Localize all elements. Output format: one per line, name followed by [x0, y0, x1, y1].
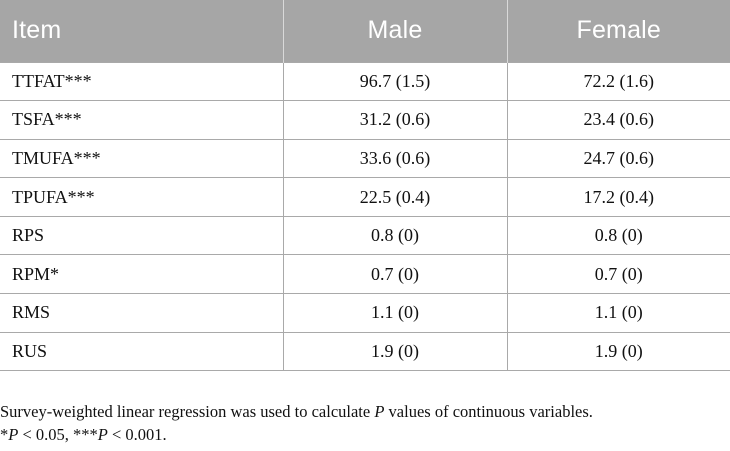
footnote-text: values of continuous variables.	[384, 402, 593, 421]
cell-male: 22.5 (0.4)	[282, 177, 508, 217]
footnote-text: < 0.05,	[18, 425, 74, 444]
table-body: TTFAT*** 96.7 (1.5) 72.2 (1.6) TSFA*** 3…	[0, 61, 730, 372]
cell-female: 1.1 (0)	[506, 293, 730, 333]
footnote-p-italic: P	[97, 425, 108, 444]
table-row: TSFA*** 31.2 (0.6) 23.4 (0.6)	[0, 100, 730, 140]
data-table: Item Male Female TTFAT*** 96.7 (1.5) 72.…	[0, 0, 730, 372]
cell-male: 33.6 (0.6)	[282, 138, 508, 179]
cell-item: TSFA***	[0, 100, 284, 140]
table-row: RMS 1.1 (0) 1.1 (0)	[0, 293, 730, 333]
footnote-p-italic: P	[8, 425, 19, 444]
table-header: Item Male Female	[0, 0, 730, 62]
cell-item: RMS	[0, 293, 284, 333]
footnote-sig-marker: *	[0, 425, 9, 444]
cell-female: 17.2 (0.4)	[506, 177, 730, 217]
footnote-text: < 0.001.	[107, 425, 167, 444]
cell-item: TTFAT***	[0, 61, 284, 102]
cell-male: 96.7 (1.5)	[282, 61, 508, 102]
cell-female: 24.7 (0.6)	[506, 138, 730, 179]
cell-item: RPM*	[0, 254, 284, 295]
cell-male: 1.1 (0)	[282, 293, 508, 333]
footnote-line-1: Survey-weighted linear regression was us…	[0, 400, 730, 423]
cell-item: RUS	[0, 331, 284, 372]
table-row: TPUFA*** 22.5 (0.4) 17.2 (0.4)	[0, 177, 730, 217]
cell-item: TPUFA***	[0, 177, 284, 217]
cell-male: 0.7 (0)	[282, 254, 508, 295]
table-container: Item Male Female TTFAT*** 96.7 (1.5) 72.…	[0, 0, 730, 372]
cell-female: 1.9 (0)	[506, 331, 730, 372]
header-female: Female	[576, 16, 662, 45]
cell-male: 31.2 (0.6)	[282, 100, 508, 140]
table-row: RPS 0.8 (0) 0.8 (0)	[0, 215, 730, 256]
table-row: TTFAT*** 96.7 (1.5) 72.2 (1.6)	[0, 61, 730, 102]
footnote-text: Survey-weighted linear regression was us…	[0, 402, 375, 421]
cell-female: 72.2 (1.6)	[506, 61, 730, 102]
table-row: TMUFA*** 33.6 (0.6) 24.7 (0.6)	[0, 138, 730, 179]
footnote-sig-marker: ***	[73, 425, 98, 444]
header-male: Male	[283, 0, 508, 62]
cell-female: 23.4 (0.6)	[506, 100, 730, 140]
table-footnote: Survey-weighted linear regression was us…	[0, 400, 730, 446]
cell-item: RPS	[0, 215, 284, 256]
cell-item: TMUFA***	[0, 138, 284, 179]
table-row: RUS 1.9 (0) 1.9 (0)	[0, 331, 730, 372]
footnote-p-italic: P	[374, 402, 385, 421]
footnote-line-2: *P < 0.05, ***P < 0.001.	[0, 423, 730, 446]
cell-female: 0.8 (0)	[506, 215, 730, 256]
header-row: Item Male Female	[0, 0, 730, 62]
cell-male: 0.8 (0)	[282, 215, 508, 256]
cell-female: 0.7 (0)	[506, 254, 730, 295]
cell-male: 1.9 (0)	[282, 331, 508, 372]
table-row: RPM* 0.7 (0) 0.7 (0)	[0, 254, 730, 295]
header-item: Item	[0, 0, 284, 62]
